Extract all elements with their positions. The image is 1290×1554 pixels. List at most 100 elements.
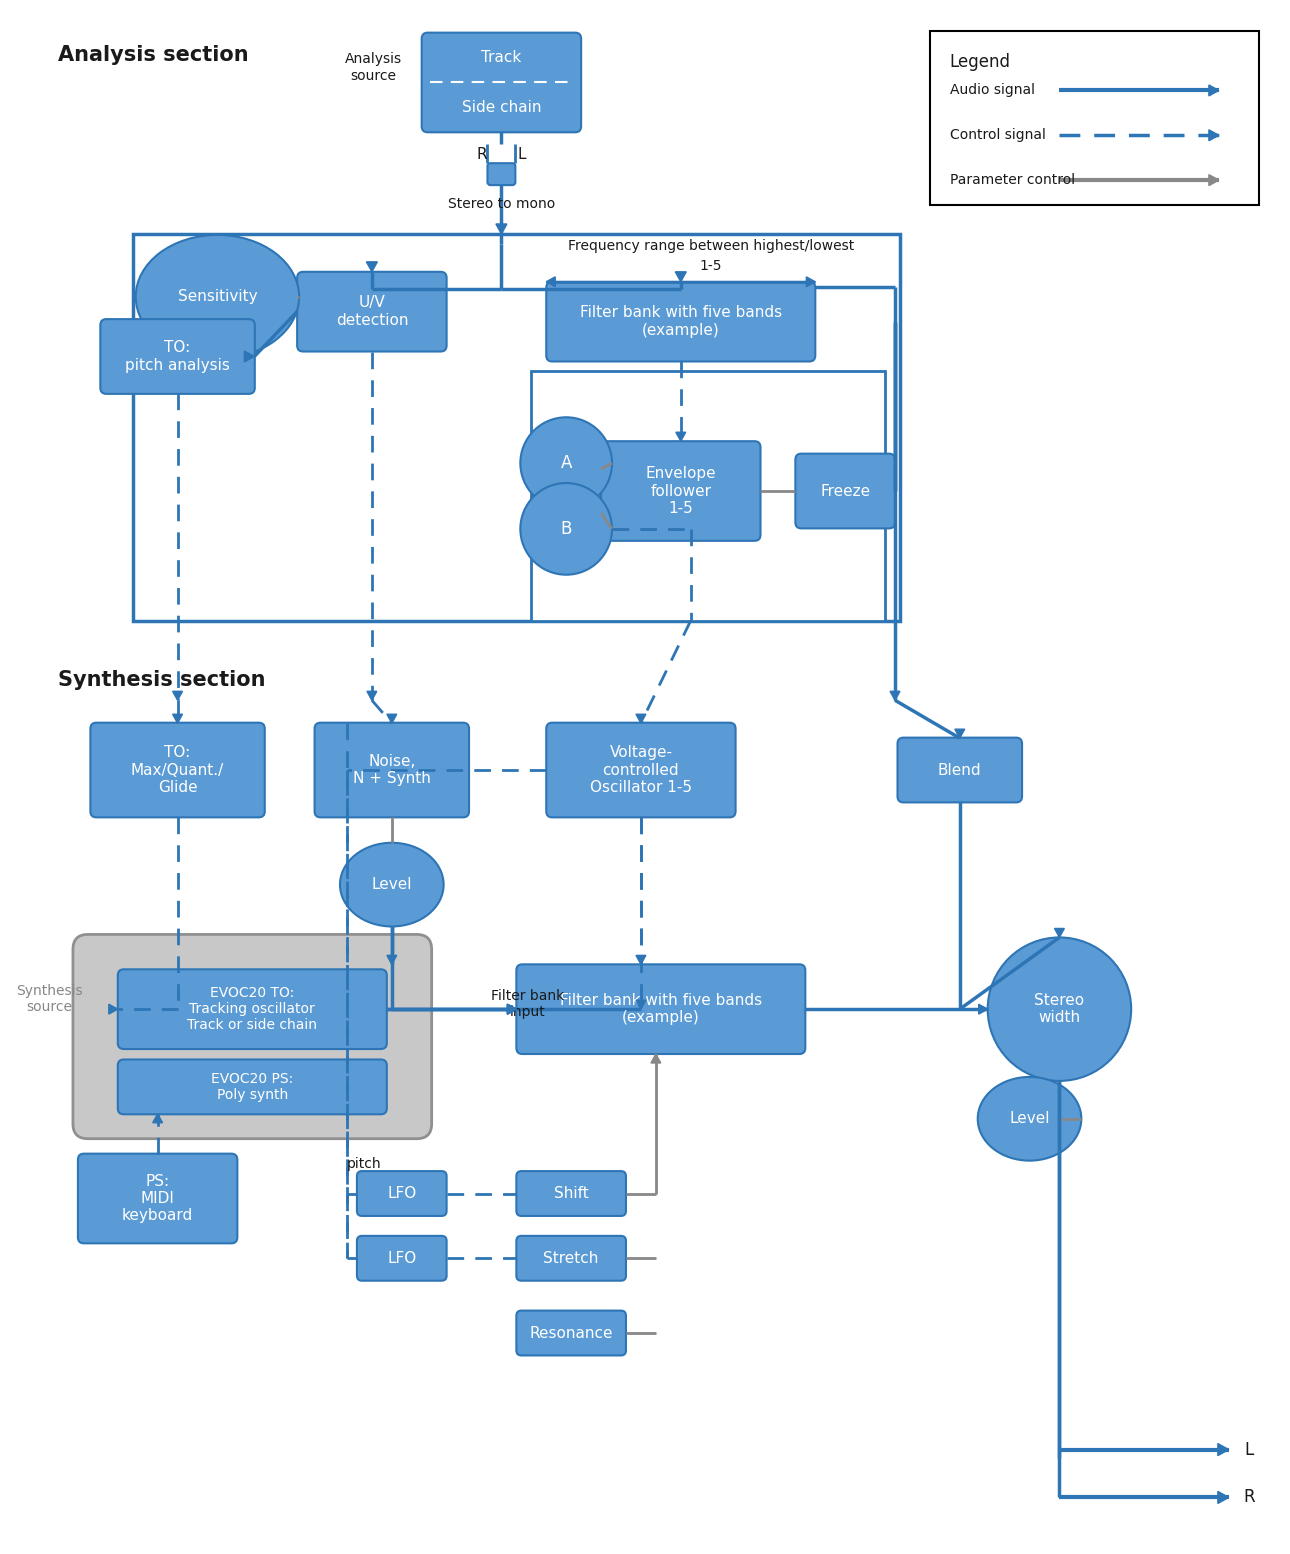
- Text: R: R: [476, 146, 486, 162]
- Polygon shape: [387, 715, 397, 723]
- Polygon shape: [507, 1004, 516, 1015]
- Text: 1-5: 1-5: [699, 260, 722, 274]
- FancyBboxPatch shape: [315, 723, 470, 817]
- Text: Freeze: Freeze: [820, 483, 871, 499]
- Polygon shape: [806, 277, 815, 286]
- Polygon shape: [955, 729, 965, 738]
- Text: Level: Level: [1009, 1111, 1050, 1127]
- Text: PS:
MIDI
keyboard: PS: MIDI keyboard: [123, 1173, 194, 1223]
- Text: Analysis section: Analysis section: [58, 45, 249, 65]
- Text: Legend: Legend: [949, 53, 1011, 70]
- Text: Audio signal: Audio signal: [949, 84, 1035, 98]
- Text: Filter bank with five bands
(example): Filter bank with five bands (example): [560, 993, 762, 1026]
- Polygon shape: [366, 692, 377, 701]
- Text: LFO: LFO: [387, 1186, 417, 1201]
- Polygon shape: [675, 272, 686, 281]
- Text: Side chain: Side chain: [462, 99, 542, 115]
- Polygon shape: [244, 351, 254, 362]
- FancyBboxPatch shape: [422, 33, 580, 132]
- Polygon shape: [676, 432, 686, 441]
- Text: Level: Level: [372, 876, 412, 892]
- FancyBboxPatch shape: [516, 1172, 626, 1215]
- Text: Shift: Shift: [553, 1186, 588, 1201]
- Polygon shape: [1209, 85, 1219, 96]
- Polygon shape: [979, 1004, 988, 1015]
- Polygon shape: [1218, 1492, 1229, 1503]
- FancyBboxPatch shape: [117, 970, 387, 1049]
- Text: pitch: pitch: [347, 1156, 382, 1170]
- Text: EVOC20 PS:
Poly synth: EVOC20 PS: Poly synth: [212, 1072, 293, 1102]
- Polygon shape: [366, 261, 378, 272]
- FancyBboxPatch shape: [546, 723, 735, 817]
- Text: Stereo to mono: Stereo to mono: [448, 197, 555, 211]
- Text: LFO: LFO: [387, 1251, 417, 1267]
- Text: Control signal: Control signal: [949, 129, 1046, 143]
- Text: EVOC20 TO:
Tracking oscillator
Track or side chain: EVOC20 TO: Tracking oscillator Track or …: [187, 985, 317, 1032]
- Text: L: L: [1244, 1441, 1254, 1459]
- FancyBboxPatch shape: [516, 1310, 626, 1355]
- Bar: [531, 371, 885, 620]
- FancyBboxPatch shape: [488, 163, 516, 185]
- Polygon shape: [152, 1114, 163, 1124]
- Polygon shape: [173, 715, 182, 723]
- Text: A: A: [560, 454, 571, 472]
- Text: Frequency range between highest/lowest: Frequency range between highest/lowest: [568, 239, 854, 253]
- Text: Stretch: Stretch: [543, 1251, 599, 1267]
- Text: Parameter control: Parameter control: [949, 172, 1075, 186]
- Ellipse shape: [988, 937, 1131, 1082]
- FancyBboxPatch shape: [77, 1153, 237, 1243]
- FancyBboxPatch shape: [74, 934, 432, 1139]
- FancyBboxPatch shape: [357, 1235, 446, 1280]
- Polygon shape: [636, 1001, 646, 1009]
- Polygon shape: [495, 224, 507, 235]
- Ellipse shape: [978, 1077, 1081, 1161]
- Polygon shape: [636, 956, 646, 965]
- Text: TO:
Max/Quant./
Glide: TO: Max/Quant./ Glide: [132, 744, 224, 796]
- Polygon shape: [387, 956, 397, 965]
- Polygon shape: [1218, 1444, 1229, 1456]
- Polygon shape: [1054, 928, 1064, 937]
- Polygon shape: [651, 1054, 660, 1063]
- Bar: [133, 235, 900, 620]
- Ellipse shape: [520, 483, 611, 575]
- FancyBboxPatch shape: [516, 965, 805, 1054]
- Ellipse shape: [135, 235, 299, 359]
- FancyBboxPatch shape: [101, 319, 255, 393]
- Text: Voltage-
controlled
Oscillator 1-5: Voltage- controlled Oscillator 1-5: [590, 744, 691, 796]
- FancyBboxPatch shape: [796, 454, 895, 528]
- Polygon shape: [108, 1004, 117, 1015]
- Text: Sensitivity: Sensitivity: [178, 289, 257, 305]
- Polygon shape: [890, 692, 900, 701]
- Text: Blend: Blend: [938, 763, 982, 777]
- Ellipse shape: [520, 418, 611, 510]
- Text: L: L: [517, 146, 525, 162]
- Bar: [930, 31, 1259, 205]
- Text: Resonance: Resonance: [529, 1326, 613, 1341]
- Text: Synthesis section: Synthesis section: [58, 670, 266, 690]
- Text: Filter bank with five bands
(example): Filter bank with five bands (example): [579, 306, 782, 337]
- Polygon shape: [636, 715, 646, 723]
- FancyBboxPatch shape: [357, 1172, 446, 1215]
- FancyBboxPatch shape: [117, 1060, 387, 1114]
- FancyBboxPatch shape: [516, 1235, 626, 1280]
- FancyBboxPatch shape: [297, 272, 446, 351]
- Text: Envelope
follower
1-5: Envelope follower 1-5: [645, 466, 716, 516]
- FancyBboxPatch shape: [546, 281, 815, 362]
- Text: TO:
pitch analysis: TO: pitch analysis: [125, 340, 230, 373]
- Text: Noise,
N + Synth: Noise, N + Synth: [353, 754, 431, 786]
- FancyBboxPatch shape: [898, 738, 1022, 802]
- Text: B: B: [560, 521, 571, 538]
- Polygon shape: [507, 1004, 516, 1015]
- Polygon shape: [1209, 131, 1219, 141]
- FancyBboxPatch shape: [90, 723, 264, 817]
- Polygon shape: [546, 277, 555, 286]
- Text: R: R: [1244, 1489, 1255, 1506]
- Polygon shape: [507, 1004, 516, 1015]
- Text: Stereo
width: Stereo width: [1035, 993, 1085, 1026]
- Text: Filter bank
input: Filter bank input: [491, 988, 565, 1019]
- Ellipse shape: [341, 842, 444, 926]
- Polygon shape: [173, 692, 182, 701]
- FancyBboxPatch shape: [601, 441, 761, 541]
- Polygon shape: [1209, 174, 1219, 185]
- Text: Track: Track: [481, 50, 521, 65]
